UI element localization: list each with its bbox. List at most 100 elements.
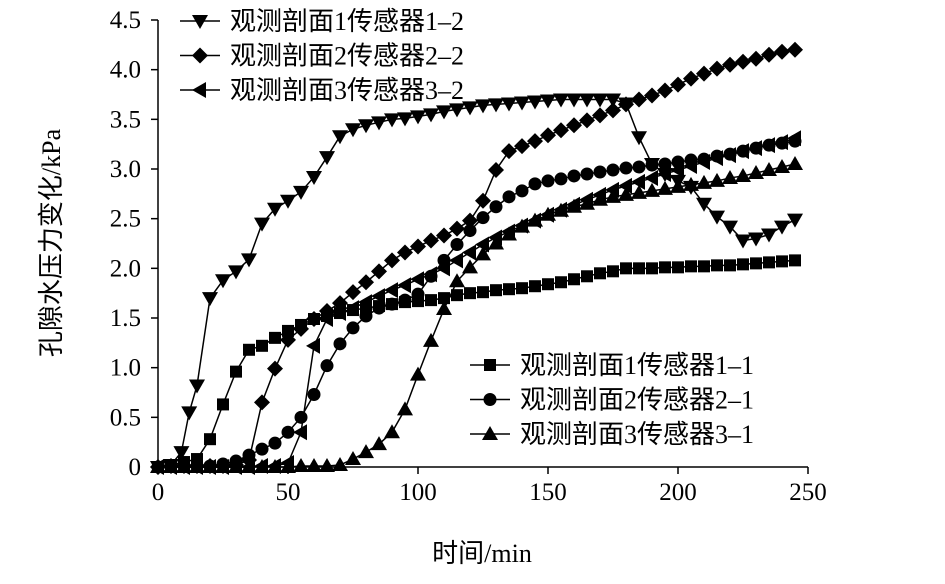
data-point <box>281 425 295 439</box>
data-point <box>527 212 541 229</box>
data-point <box>501 97 517 112</box>
data-point <box>787 41 803 58</box>
data-point <box>605 93 621 108</box>
data-point <box>267 202 283 217</box>
data-point <box>423 332 439 347</box>
data-point <box>436 301 452 316</box>
data-point <box>607 265 619 278</box>
data-point <box>450 237 464 251</box>
data-point <box>631 173 645 190</box>
legend-label: 观测剖面2传感器2–2 <box>230 42 464 71</box>
data-point <box>451 289 463 302</box>
data-point <box>280 455 294 472</box>
legend-group: 观测剖面1传感器1–1 观测剖面2传感器2–1 观测剖面3传感器3–1 <box>470 351 754 449</box>
data-point <box>294 410 308 424</box>
data-point <box>217 398 229 411</box>
data-point <box>527 133 543 150</box>
series-markers <box>150 41 803 475</box>
data-point <box>632 160 646 174</box>
data-point <box>787 213 803 228</box>
data-point <box>372 301 386 315</box>
data-point <box>150 459 164 475</box>
legend-marker <box>192 47 208 64</box>
data-point <box>462 212 478 229</box>
data-point <box>722 56 738 73</box>
data-point <box>774 43 790 60</box>
legend-item: 观测剖面1传感器1–2 <box>180 7 464 36</box>
x-tick-label: 200 <box>659 479 697 506</box>
data-point <box>475 246 491 261</box>
data-point <box>371 263 387 280</box>
data-point <box>332 130 348 145</box>
legend-marker <box>192 15 208 29</box>
data-point <box>735 53 751 70</box>
data-point <box>332 457 348 472</box>
data-point <box>618 96 634 113</box>
data-point <box>605 102 621 119</box>
data-point <box>176 459 190 475</box>
data-point <box>592 93 608 108</box>
data-point <box>514 96 530 111</box>
data-point <box>553 93 569 108</box>
data-point <box>371 436 387 451</box>
legend-label: 观测剖面2传感器2–1 <box>520 386 754 415</box>
data-point <box>462 259 478 274</box>
data-point <box>449 273 465 288</box>
data-point <box>592 186 606 203</box>
data-point <box>696 174 712 189</box>
data-point <box>411 287 425 301</box>
data-point <box>787 130 801 147</box>
legend-item: 观测剖面2传感器2–2 <box>180 42 464 71</box>
data-point <box>515 184 529 198</box>
data-point <box>475 236 489 253</box>
data-point <box>215 459 229 475</box>
data-point <box>709 172 725 187</box>
data-point <box>683 176 699 191</box>
data-point <box>737 258 749 271</box>
data-point <box>540 206 554 223</box>
data-point <box>644 169 658 186</box>
data-point <box>748 232 764 247</box>
data-point <box>540 94 556 109</box>
data-point <box>476 211 490 225</box>
data-point <box>748 50 764 67</box>
x-tick-label: 0 <box>152 479 165 506</box>
data-point <box>358 444 374 459</box>
data-point <box>241 459 255 475</box>
data-point <box>618 186 634 201</box>
data-point <box>243 343 255 356</box>
data-point <box>488 98 504 113</box>
y-tick-label: 2.5 <box>110 206 141 233</box>
data-point <box>516 282 528 295</box>
data-point <box>293 185 309 200</box>
data-point <box>306 170 322 185</box>
y-tick-label: 3.5 <box>110 106 141 133</box>
data-point <box>397 277 411 294</box>
data-point <box>269 331 281 344</box>
data-point <box>501 223 515 240</box>
legend-item: 观测剖面3传感器3–2 <box>180 76 464 105</box>
data-point <box>384 424 400 439</box>
data-point <box>267 458 281 475</box>
data-point <box>658 157 672 171</box>
data-point <box>528 177 542 191</box>
data-point <box>709 210 725 225</box>
data-point <box>280 331 296 348</box>
legend-label: 观测剖面1传感器1–2 <box>230 7 464 36</box>
data-point <box>436 260 450 277</box>
data-point <box>371 288 385 305</box>
data-point <box>774 159 790 174</box>
legend-item: 观测剖面3传感器3–1 <box>470 420 754 449</box>
data-point <box>345 123 361 138</box>
data-point <box>761 46 777 63</box>
legend-marker <box>484 359 496 371</box>
data-point <box>423 266 437 283</box>
data-point <box>672 261 684 274</box>
data-point <box>345 300 359 317</box>
data-point <box>320 359 334 373</box>
data-point <box>189 379 205 394</box>
data-point <box>787 156 803 171</box>
data-point <box>204 433 216 446</box>
y-tick-label: 3.0 <box>110 156 141 183</box>
x-tick-label: 50 <box>276 479 301 506</box>
